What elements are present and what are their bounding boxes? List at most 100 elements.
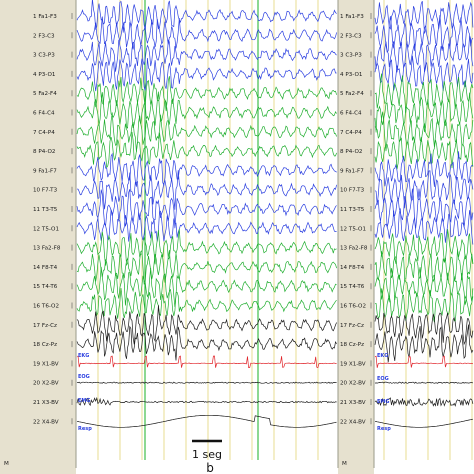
channel-label-right: 3 C3-P3	[340, 53, 362, 59]
channel-label-right: 15 T4-T6	[340, 284, 365, 290]
channel-label-right: 11 T3-T5	[340, 207, 365, 213]
channel-label-left: 7 C4-P4	[33, 130, 55, 136]
channel-trace	[76, 131, 337, 169]
event-marker: M	[342, 461, 347, 467]
channel-trace	[374, 137, 474, 170]
channel-label-right: 20 X2-BV	[340, 381, 366, 387]
channel-label-left: 21 X3-BV	[33, 400, 59, 406]
channel-trace	[76, 266, 337, 308]
channel-label-left: 15 T4-T6	[33, 284, 58, 290]
right-label-column	[338, 0, 374, 474]
channel-label-right: 22 X4-BV	[340, 419, 366, 425]
trace-area	[76, 0, 474, 428]
channel-label-right: 8 P4-O2	[340, 149, 362, 155]
channel-label-right: 6 F4-C4	[340, 111, 362, 117]
channel-trace	[76, 355, 337, 369]
channel-label-right: 4 P3-O1	[340, 72, 363, 78]
panel-label: b	[206, 461, 214, 474]
channel-trace	[76, 396, 337, 407]
channel-label-left: 12 T5-O1	[33, 226, 59, 232]
channel-trace	[76, 152, 337, 187]
channel-trace	[374, 355, 474, 368]
channel-trace	[374, 170, 474, 209]
channel-label-left: 9 Fa1-F7	[33, 168, 57, 174]
channel-label-right: 14 F8-T4	[340, 265, 365, 271]
channel-trace	[374, 288, 474, 323]
channel-trace	[76, 0, 337, 33]
channel-trace	[76, 305, 337, 345]
channel-label-left: 11 T3-T5	[33, 207, 58, 213]
channel-trace	[374, 312, 474, 346]
channel-trace	[374, 1, 474, 34]
channel-label-left: 13 Fa2-F8	[33, 246, 61, 252]
channel-label-left: 3 C3-P3	[33, 53, 55, 59]
eog-label: EOG	[377, 376, 389, 382]
channel-label-left: 22 X4-BV	[33, 419, 59, 425]
channel-trace	[374, 35, 474, 73]
channel-label-left: 6 F4-C4	[33, 111, 55, 117]
channel-trace	[76, 91, 337, 129]
channel-trace	[76, 76, 337, 112]
channel-label-right: 21 X3-BV	[340, 400, 366, 406]
channel-trace	[76, 189, 337, 229]
channel-trace	[76, 325, 337, 361]
channel-label-left: 20 X2-BV	[33, 381, 59, 387]
channel-label-left: 5 Fa2-F4	[33, 91, 57, 97]
channel-label-left: 10 F7-T3	[33, 188, 58, 194]
channel-label-right: 9 Fa1-F7	[340, 168, 364, 174]
channel-label-right: 13 Fa2-F8	[340, 246, 368, 252]
channel-trace	[76, 112, 337, 152]
channel-trace	[76, 414, 337, 428]
channel-label-right: 2 F3-C3	[340, 33, 362, 39]
channel-label-left: 19 X1-BV	[33, 361, 59, 367]
channel-label-right: 10 F7-T3	[340, 188, 365, 194]
emg-label: EMG	[377, 399, 390, 405]
channel-trace	[374, 208, 474, 245]
channel-trace	[76, 16, 337, 50]
channel-label-left: 8 P4-O2	[33, 149, 55, 155]
channel-label-left: 18 Cz-Pz	[33, 342, 57, 348]
channel-trace	[76, 381, 337, 384]
channel-label-left: 17 Fz-Cz	[33, 323, 57, 329]
channel-trace	[374, 188, 474, 229]
channel-trace	[76, 228, 337, 267]
resp-label: Resp	[78, 426, 92, 432]
channel-label-right: 7 C4-P4	[340, 130, 362, 136]
ekg-label: EKG	[78, 353, 89, 359]
emg-label: EMG	[78, 398, 91, 404]
channel-trace	[374, 324, 474, 363]
channel-trace	[374, 267, 474, 305]
channel-trace	[374, 73, 474, 113]
event-marker: M	[4, 461, 9, 467]
channel-trace	[76, 209, 337, 242]
channel-trace	[76, 39, 337, 72]
channel-trace	[374, 229, 474, 265]
channel-trace	[76, 57, 337, 92]
channel-label-right: 5 Fa2-F4	[340, 91, 364, 97]
channel-label-right: 17 Fz-Cz	[340, 323, 364, 329]
channel-trace	[374, 249, 474, 283]
channel-label-right: 1 Fa1-F3	[340, 14, 364, 20]
channel-label-right: 19 X1-BV	[340, 361, 366, 367]
channel-trace	[374, 92, 474, 133]
channel-label-left: 16 T6-O2	[33, 304, 59, 310]
channel-label-right: 12 T5-O1	[340, 226, 366, 232]
ekg-label: EKG	[377, 353, 388, 359]
channel-trace	[374, 397, 474, 407]
channel-trace	[374, 418, 473, 428]
eog-label: EOG	[78, 374, 90, 380]
channel-trace	[374, 55, 474, 92]
channel-label-left: 1 Fa1-F3	[33, 14, 57, 20]
resp-label: Resp	[377, 426, 391, 432]
channel-labels: 1 Fa1-F3 1 Fa1-F3 2 F3-C3 2 F3-C3 3 C3-P3 3 C…	[33, 13, 372, 425]
channel-label-left: 2 F3-C3	[33, 33, 55, 39]
channel-label-left: 14 F8-T4	[33, 265, 58, 271]
channel-trace	[76, 288, 337, 319]
channel-trace	[76, 170, 337, 210]
scale-bar-label: 1 seg	[192, 448, 222, 461]
channel-label-right: 18 Cz-Pz	[340, 342, 364, 348]
channel-label-right: 16 T6-O2	[340, 304, 366, 310]
channel-trace	[374, 381, 473, 384]
channel-trace	[76, 250, 337, 285]
